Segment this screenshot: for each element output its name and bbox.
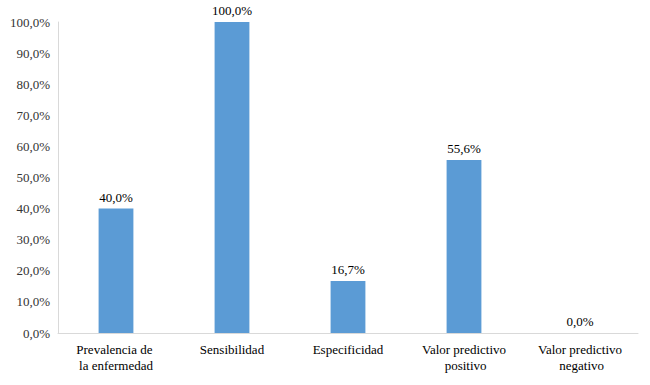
svg-text:Especificidad: Especificidad xyxy=(313,342,384,357)
svg-text:0,0%: 0,0% xyxy=(566,314,593,329)
svg-text:80,0%: 80,0% xyxy=(16,77,50,92)
svg-text:100,0%: 100,0% xyxy=(212,3,252,18)
svg-text:10,0%: 10,0% xyxy=(16,294,50,309)
svg-text:0,0%: 0,0% xyxy=(23,326,50,341)
svg-text:la enfermedad: la enfermedad xyxy=(79,358,153,373)
svg-text:20,0%: 20,0% xyxy=(16,263,50,278)
svg-text:50,0%: 50,0% xyxy=(16,170,50,185)
svg-text:16,7%: 16,7% xyxy=(331,262,365,277)
svg-text:40,0%: 40,0% xyxy=(16,201,50,216)
svg-text:Valor predictivo: Valor predictivo xyxy=(422,342,506,357)
svg-text:positivo: positivo xyxy=(441,358,486,373)
svg-text:Sensibilidad: Sensibilidad xyxy=(200,342,265,357)
svg-text:90,0%: 90,0% xyxy=(16,46,50,61)
svg-text:negativo: negativo xyxy=(556,358,604,373)
svg-text:30,0%: 30,0% xyxy=(16,232,50,247)
svg-text:100,0%: 100,0% xyxy=(10,15,50,30)
svg-text:70,0%: 70,0% xyxy=(16,108,50,123)
svg-text:Valor predictivo: Valor predictivo xyxy=(538,342,622,357)
svg-text:55,6%: 55,6% xyxy=(447,141,481,156)
svg-text:Prevalencia de: Prevalencia de xyxy=(76,342,155,357)
svg-text:40,0%: 40,0% xyxy=(99,190,133,205)
svg-text:60,0%: 60,0% xyxy=(16,139,50,154)
